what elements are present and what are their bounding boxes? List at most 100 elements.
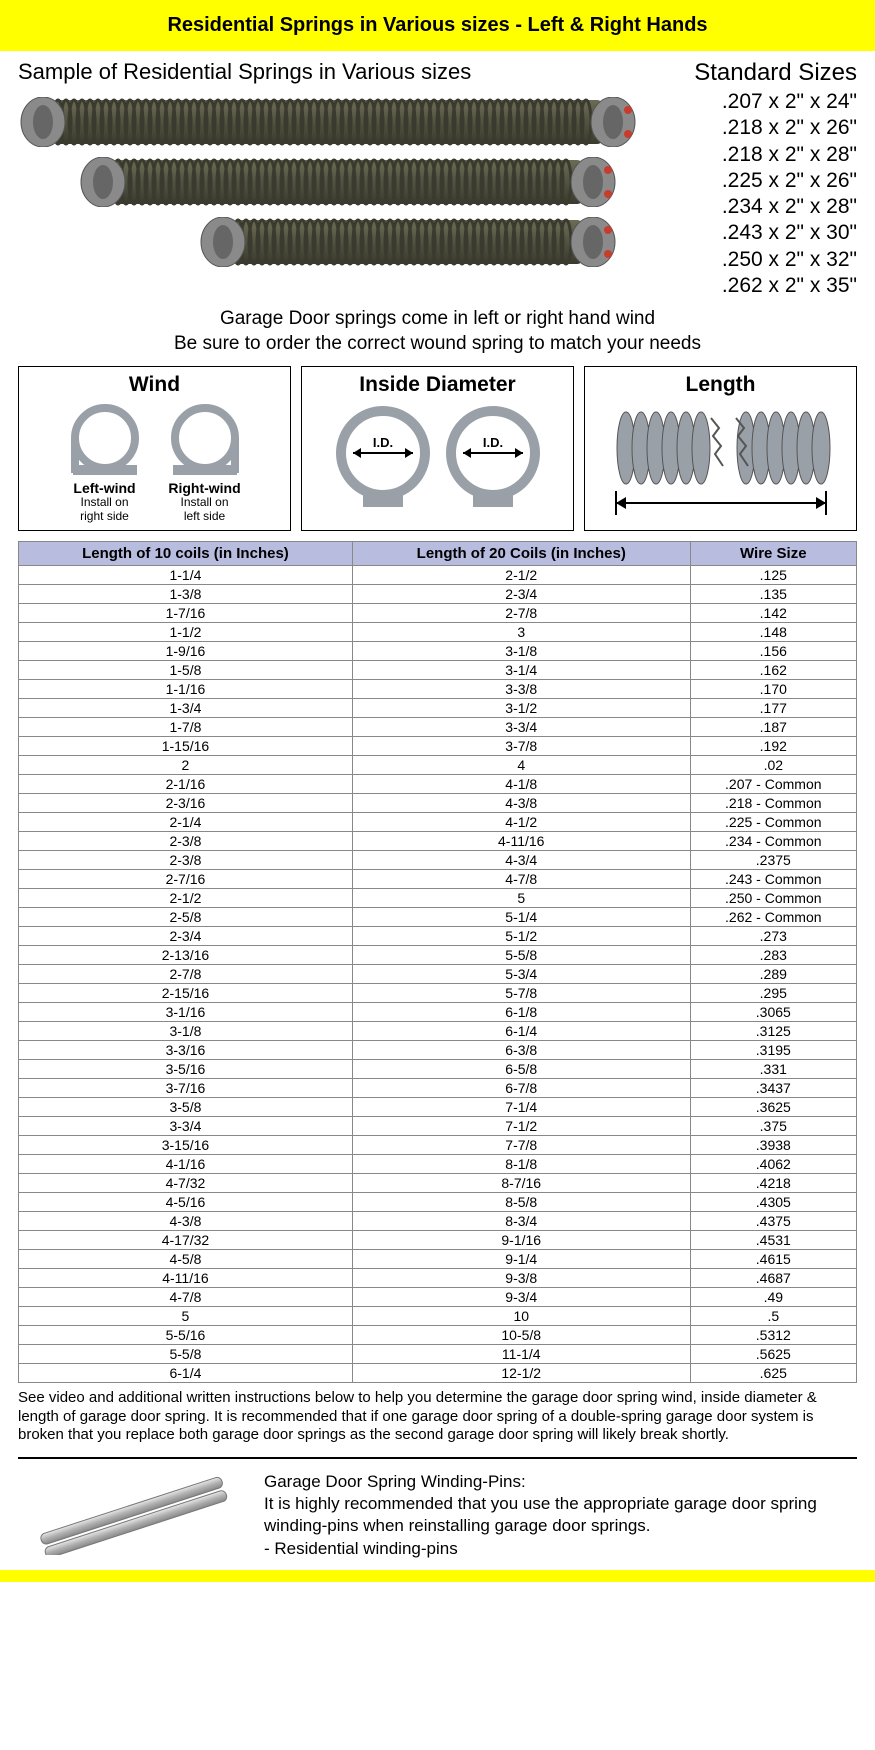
table-cell: 6-3/8 <box>352 1040 690 1059</box>
table-row: 3-15/167-7/8.3938 <box>19 1135 857 1154</box>
top-section: Sample of Residential Springs in Various… <box>0 51 875 299</box>
table-cell: 7-1/4 <box>352 1097 690 1116</box>
table-cell: 4-17/32 <box>19 1230 353 1249</box>
id-icon: I.D. I.D. <box>323 403 553 518</box>
table-cell: 2-15/16 <box>19 983 353 1002</box>
table-cell: 3-15/16 <box>19 1135 353 1154</box>
table-row: 4-3/88-3/4.4375 <box>19 1211 857 1230</box>
table-cell: .625 <box>690 1363 856 1382</box>
table-row: 24.02 <box>19 755 857 774</box>
springs-illustration <box>18 91 647 271</box>
footer-sub: - Residential winding-pins <box>264 1538 857 1560</box>
table-row: 3-3/166-3/8.3195 <box>19 1040 857 1059</box>
table-cell: 3-1/8 <box>19 1021 353 1040</box>
table-cell: 3-3/16 <box>19 1040 353 1059</box>
table-cell: 2-13/16 <box>19 945 353 964</box>
table-cell: 5-3/4 <box>352 964 690 983</box>
sample-title: Sample of Residential Springs in Various… <box>18 59 647 85</box>
table-cell: 4-1/8 <box>352 774 690 793</box>
sizes-title: Standard Sizes <box>647 59 857 87</box>
table-cell: .234 - Common <box>690 831 856 850</box>
info-line2: Be sure to order the correct wound sprin… <box>0 332 875 357</box>
table-row: 2-1/44-1/2.225 - Common <box>19 812 857 831</box>
table-cell: 6-1/4 <box>19 1363 353 1382</box>
wind-left-icon <box>65 403 145 478</box>
table-cell: 6-5/8 <box>352 1059 690 1078</box>
table-row: 2-3/45-1/2.273 <box>19 926 857 945</box>
table-row: 2-1/25.250 - Common <box>19 888 857 907</box>
table-cell: .262 - Common <box>690 907 856 926</box>
table-cell: 3 <box>352 622 690 641</box>
table-row: 3-5/87-1/4.3625 <box>19 1097 857 1116</box>
table-cell: 1-1/2 <box>19 622 353 641</box>
table-cell: 2-1/4 <box>19 812 353 831</box>
table-cell: 3-7/16 <box>19 1078 353 1097</box>
table-cell: .162 <box>690 660 856 679</box>
table-row: 1-3/82-3/4.135 <box>19 584 857 603</box>
table-row: 3-3/47-1/2.375 <box>19 1116 857 1135</box>
table-cell: 2-1/16 <box>19 774 353 793</box>
table-cell: .142 <box>690 603 856 622</box>
table-row: 2-7/164-7/8.243 - Common <box>19 869 857 888</box>
size-item: .225 x 2" x 26" <box>647 168 857 194</box>
wind-left-sub2: right side <box>80 510 129 524</box>
table-cell: 2-5/8 <box>19 907 353 926</box>
table-row: 3-7/166-7/8.3437 <box>19 1078 857 1097</box>
table-cell: 11-1/4 <box>352 1344 690 1363</box>
footer-section: Garage Door Spring Winding-Pins: It is h… <box>0 1465 875 1569</box>
table-cell: .5312 <box>690 1325 856 1344</box>
table-row: 4-5/89-1/4.4615 <box>19 1249 857 1268</box>
table-cell: 1-1/16 <box>19 679 353 698</box>
table-row: 4-17/329-1/16.4531 <box>19 1230 857 1249</box>
table-cell: .243 - Common <box>690 869 856 888</box>
table-header-cell: Length of 10 coils (in Inches) <box>19 541 353 565</box>
footer-body: It is highly recommended that you use th… <box>264 1493 857 1537</box>
table-row: 2-3/84-11/16.234 - Common <box>19 831 857 850</box>
wind-right-icon <box>165 403 245 478</box>
table-cell: .3125 <box>690 1021 856 1040</box>
table-row: 6-1/412-1/2.625 <box>19 1363 857 1382</box>
diagram-length: Length <box>584 366 857 531</box>
wire-size-table: Length of 10 coils (in Inches)Length of … <box>18 541 857 1383</box>
table-cell: 1-1/4 <box>19 565 353 584</box>
footer-text: Garage Door Spring Winding-Pins: It is h… <box>264 1471 857 1559</box>
spring-row <box>18 157 647 211</box>
sizes-column: Standard Sizes .207 x 2" x 24".218 x 2" … <box>647 59 857 299</box>
table-cell: 7-7/8 <box>352 1135 690 1154</box>
table-row: 2-5/85-1/4.262 - Common <box>19 907 857 926</box>
wind-left: Left-wind Install on right side <box>65 403 145 524</box>
table-cell: .3065 <box>690 1002 856 1021</box>
table-cell: 7-1/2 <box>352 1116 690 1135</box>
table-row: 1-5/83-1/4.162 <box>19 660 857 679</box>
table-cell: 8-3/4 <box>352 1211 690 1230</box>
wind-right: Right-wind Install on left side <box>165 403 245 524</box>
table-cell: 8-1/8 <box>352 1154 690 1173</box>
table-cell: 1-5/8 <box>19 660 353 679</box>
table-cell: 1-3/8 <box>19 584 353 603</box>
size-item: .207 x 2" x 24" <box>647 89 857 115</box>
table-cell: 6-7/8 <box>352 1078 690 1097</box>
table-cell: 4-7/8 <box>352 869 690 888</box>
table-row: 4-11/169-3/8.4687 <box>19 1268 857 1287</box>
table-row: 3-1/86-1/4.3125 <box>19 1021 857 1040</box>
table-cell: .2375 <box>690 850 856 869</box>
table-cell: 2-3/8 <box>19 831 353 850</box>
info-text: Garage Door springs come in left or righ… <box>0 307 875 356</box>
table-cell: 3-5/8 <box>19 1097 353 1116</box>
table-cell: .4305 <box>690 1192 856 1211</box>
table-cell: 9-3/8 <box>352 1268 690 1287</box>
footer-title: Garage Door Spring Winding-Pins: <box>264 1471 857 1493</box>
table-cell: 2-3/4 <box>352 584 690 603</box>
table-row: 1-1/163-3/8.170 <box>19 679 857 698</box>
table-cell: 5-5/8 <box>352 945 690 964</box>
table-cell: 2-3/16 <box>19 793 353 812</box>
wind-left-label: Left-wind <box>73 480 135 496</box>
sizes-list: .207 x 2" x 24".218 x 2" x 26".218 x 2" … <box>647 89 857 299</box>
table-cell: 3-1/16 <box>19 1002 353 1021</box>
table-cell: .4062 <box>690 1154 856 1173</box>
table-row: 3-1/166-1/8.3065 <box>19 1002 857 1021</box>
table-cell: 4-11/16 <box>19 1268 353 1287</box>
table-cell: 2 <box>19 755 353 774</box>
table-cell: 4-3/8 <box>19 1211 353 1230</box>
table-row: 2-7/85-3/4.289 <box>19 964 857 983</box>
